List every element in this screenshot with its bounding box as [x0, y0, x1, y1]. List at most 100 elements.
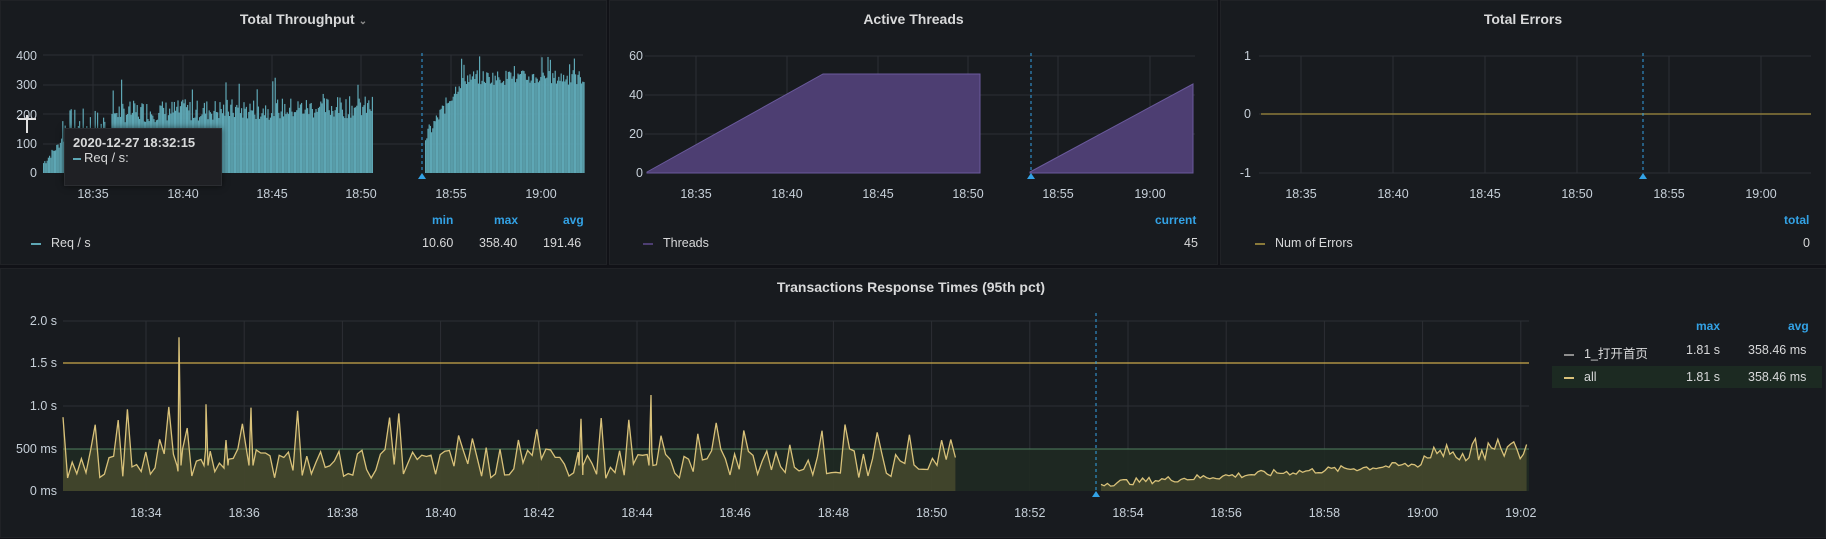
x-tick: 18:36	[229, 506, 260, 520]
y-tick: -1	[1240, 166, 1251, 180]
throughput-bar	[491, 82, 493, 173]
legend-min: 10.60	[422, 236, 454, 250]
threads-graph[interactable]: 60 40 20 0 18:35 18:40 18:45 18:50 18:55…	[610, 1, 1219, 266]
y-tick: 40	[629, 88, 643, 102]
throughput-bar	[429, 125, 431, 173]
legend-item-errors[interactable]: Num of Errors 0	[1255, 236, 1815, 250]
legend-header-total[interactable]: total	[1784, 213, 1810, 227]
errors-graph[interactable]: 1 0 -1 18:35 18:40 18:45 18:50 18:55 19:…	[1221, 1, 1826, 266]
throughput-bar	[271, 113, 273, 173]
throughput-bar	[251, 110, 253, 173]
throughput-bar	[461, 58, 463, 173]
legend-current: 45	[1184, 236, 1198, 250]
throughput-bar	[268, 119, 270, 173]
throughput-bar	[516, 78, 518, 173]
x-tick: 18:40	[771, 187, 802, 201]
throughput-bar	[43, 163, 45, 173]
throughput-bar	[337, 97, 339, 173]
x-tick: 18:34	[130, 506, 161, 520]
legend-avg: 358.46 ms	[1748, 343, 1807, 357]
panel-title-errors[interactable]: Total Errors	[1483, 11, 1563, 27]
throughput-bar	[304, 109, 306, 173]
throughput-bar	[509, 71, 511, 173]
throughput-bar	[439, 109, 441, 173]
legend-item-series-all[interactable]: all 1.81 s 358.46 ms	[1552, 366, 1822, 388]
throughput-bar	[317, 107, 319, 173]
legend-swatch	[643, 242, 653, 245]
throughput-bar	[47, 157, 49, 173]
x-tick: 18:35	[1285, 187, 1316, 201]
throughput-bar	[444, 113, 446, 173]
throughput-bar	[535, 77, 537, 173]
throughput-bar	[368, 100, 370, 173]
throughput-bar	[497, 71, 499, 173]
throughput-bar	[528, 76, 530, 173]
throughput-bar	[453, 93, 455, 173]
y-tick: 60	[629, 49, 643, 63]
throughput-bar	[331, 105, 333, 173]
throughput-bar	[61, 138, 63, 173]
throughput-bar	[445, 97, 447, 173]
throughput-bar	[347, 114, 349, 173]
threads-area-1	[646, 73, 981, 174]
legend-item-threads[interactable]: Threads 45	[643, 236, 1203, 250]
legend-header-min[interactable]: min	[432, 213, 454, 227]
threshold-ok-band	[63, 449, 1529, 491]
throughput-bar	[248, 111, 250, 173]
throughput-bar	[552, 73, 554, 173]
throughput-bar	[563, 74, 565, 173]
throughput-bar	[249, 103, 251, 173]
throughput-bar	[469, 74, 471, 173]
throughput-bar	[349, 96, 351, 173]
legend-header-avg[interactable]: avg	[1788, 319, 1809, 333]
throughput-bar	[327, 99, 329, 173]
throughput-bar	[309, 103, 311, 173]
throughput-bar	[565, 79, 567, 173]
x-tick: 18:50	[916, 506, 947, 520]
legend-header-current[interactable]: current	[1155, 213, 1197, 227]
throughput-bar	[572, 70, 574, 173]
response-x-ticks: 18:34 18:36 18:38 18:40 18:42 18:44 18:46 18:48…	[130, 506, 1536, 520]
throughput-bar	[236, 104, 238, 173]
throughput-bar	[56, 144, 58, 173]
tooltip-swatch	[73, 157, 81, 160]
throughput-bar	[44, 161, 46, 173]
x-tick: 18:35	[77, 187, 108, 201]
throughput-bar	[280, 111, 282, 173]
legend-max: 1.81 s	[1686, 370, 1721, 384]
response-graph[interactable]: 2.0 s 1.5 s 1.0 s 500 ms 0 ms 18:34 18:36…	[1, 269, 1561, 539]
throughput-bar	[55, 150, 57, 173]
throughput-bar	[274, 77, 276, 173]
legend-item-series-1[interactable]: 1_打开首页 1.81 s 358.46 ms	[1564, 343, 1822, 365]
throughput-bar	[52, 150, 54, 173]
throughput-bar	[511, 78, 513, 173]
throughput-bar	[467, 75, 469, 173]
throughput-bar	[452, 96, 454, 173]
panel-title-throughput[interactable]: Total Throughput ⌄	[1, 11, 606, 27]
throughput-bar	[299, 104, 301, 173]
y-tick: 0	[636, 166, 643, 180]
legend-header-avg[interactable]: avg	[563, 213, 584, 227]
throughput-bar	[537, 82, 539, 173]
x-tick: 18:55	[435, 187, 466, 201]
threads-area-2	[1029, 83, 1194, 174]
legend-header-max[interactable]: max	[494, 213, 519, 227]
tooltip-label: Req / s:	[84, 150, 129, 165]
x-tick: 18:58	[1309, 506, 1340, 520]
legend-header-max[interactable]: max	[1696, 319, 1721, 333]
chevron-down-icon[interactable]: ⌄	[358, 16, 368, 27]
x-tick: 18:55	[1653, 187, 1684, 201]
throughput-bar	[482, 71, 484, 173]
panel-title-threads[interactable]: Active Threads	[863, 11, 964, 27]
x-tick: 19:00	[1407, 506, 1438, 520]
throughput-bar	[295, 112, 297, 173]
throughput-bar	[329, 114, 331, 173]
throughput-bar	[492, 72, 494, 173]
throughput-bar	[481, 80, 483, 173]
legend-item-req[interactable]: Req / s 10.60 358.40 191.46	[31, 236, 591, 250]
throughput-bar	[480, 84, 482, 173]
throughput-bar	[447, 102, 449, 173]
throughput-bar	[513, 66, 515, 173]
throughput-bar	[432, 128, 434, 173]
panel-title-response[interactable]: Transactions Response Times (95th pct)	[776, 279, 1046, 295]
